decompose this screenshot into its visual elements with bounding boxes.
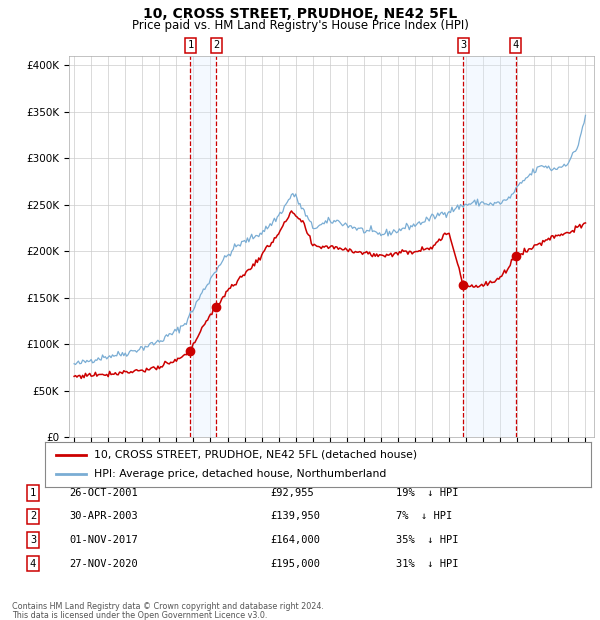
Text: This data is licensed under the Open Government Licence v3.0.: This data is licensed under the Open Gov…: [12, 611, 268, 620]
Text: 4: 4: [512, 40, 519, 50]
Text: 2: 2: [213, 40, 219, 50]
Text: 31%  ↓ HPI: 31% ↓ HPI: [396, 559, 458, 569]
Text: Price paid vs. HM Land Registry's House Price Index (HPI): Price paid vs. HM Land Registry's House …: [131, 19, 469, 32]
Text: Contains HM Land Registry data © Crown copyright and database right 2024.: Contains HM Land Registry data © Crown c…: [12, 602, 324, 611]
Text: 30-APR-2003: 30-APR-2003: [69, 512, 138, 521]
Text: £164,000: £164,000: [270, 535, 320, 545]
Text: £92,955: £92,955: [270, 488, 314, 498]
Text: 1: 1: [187, 40, 193, 50]
Text: 7%  ↓ HPI: 7% ↓ HPI: [396, 512, 452, 521]
Bar: [190, 56, 216, 437]
Text: 19%  ↓ HPI: 19% ↓ HPI: [396, 488, 458, 498]
Text: 26-OCT-2001: 26-OCT-2001: [69, 488, 138, 498]
Bar: [463, 56, 516, 437]
Text: 3: 3: [460, 40, 467, 50]
Text: 01-NOV-2017: 01-NOV-2017: [69, 535, 138, 545]
Text: £139,950: £139,950: [270, 512, 320, 521]
Text: 3: 3: [30, 535, 36, 545]
Text: 27-NOV-2020: 27-NOV-2020: [69, 559, 138, 569]
Text: £195,000: £195,000: [270, 559, 320, 569]
Text: 35%  ↓ HPI: 35% ↓ HPI: [396, 535, 458, 545]
Text: HPI: Average price, detached house, Northumberland: HPI: Average price, detached house, Nort…: [94, 469, 386, 479]
Text: 1: 1: [30, 488, 36, 498]
Text: 2: 2: [30, 512, 36, 521]
Text: 10, CROSS STREET, PRUDHOE, NE42 5FL: 10, CROSS STREET, PRUDHOE, NE42 5FL: [143, 7, 457, 22]
Text: 4: 4: [30, 559, 36, 569]
Text: 10, CROSS STREET, PRUDHOE, NE42 5FL (detached house): 10, CROSS STREET, PRUDHOE, NE42 5FL (det…: [94, 450, 417, 459]
